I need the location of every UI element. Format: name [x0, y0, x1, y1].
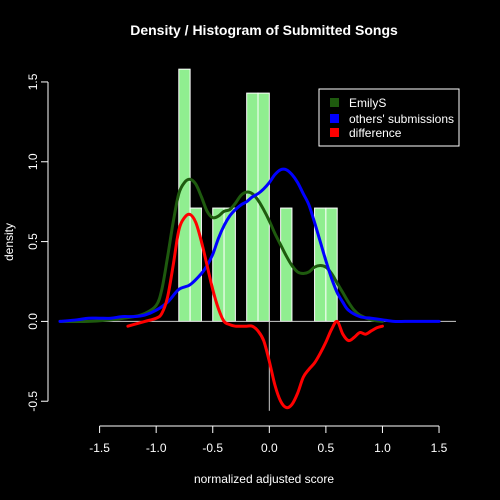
legend-swatch-emilys — [330, 98, 339, 107]
legend-swatch-difference — [330, 128, 339, 137]
y-tick-label-2: 0.5 — [26, 233, 40, 250]
chart-title: Density / Histogram of Submitted Songs — [130, 22, 398, 38]
y-tick-label-4: 1.5 — [26, 73, 40, 90]
density-curves — [58, 167, 441, 410]
legend-label-others: others' submissions — [349, 112, 454, 126]
x-tick-label-1: -1.0 — [146, 441, 167, 455]
legend-label-emilys: EmilyS — [349, 96, 386, 110]
series-line-difference — [126, 212, 384, 410]
legend-box — [318, 88, 460, 147]
series-line-others-submissions — [58, 167, 441, 324]
y-tick-label-0: -0.5 — [26, 391, 40, 412]
x-tick-label-0: -1.5 — [89, 441, 110, 455]
x-tick-label-5: 1.0 — [374, 441, 391, 455]
x-tick-label-2: -0.5 — [202, 441, 223, 455]
x-tick-label-3: 0.0 — [261, 441, 278, 455]
x-tick-label-4: 0.5 — [318, 441, 335, 455]
y-tick-label-1: 0.0 — [26, 313, 40, 330]
x-tick-label-6: 1.5 — [431, 441, 448, 455]
y-axis-label: density — [2, 223, 16, 261]
histogram-bar-4 — [246, 92, 259, 322]
legend-label-difference: difference — [349, 126, 402, 140]
legend: EmilyS others' submissions difference — [318, 88, 460, 147]
legend-swatch-others — [330, 114, 339, 123]
y-tick-label-3: 1.0 — [26, 153, 40, 170]
axes: -1.5 -1.0 -0.5 0.0 0.5 1.0 1.5 -0.5 0.0 0.5 1.0 1.5 — [26, 73, 448, 455]
histogram-bar-0 — [178, 68, 191, 322]
x-axis-label: normalized adjusted score — [194, 472, 334, 486]
